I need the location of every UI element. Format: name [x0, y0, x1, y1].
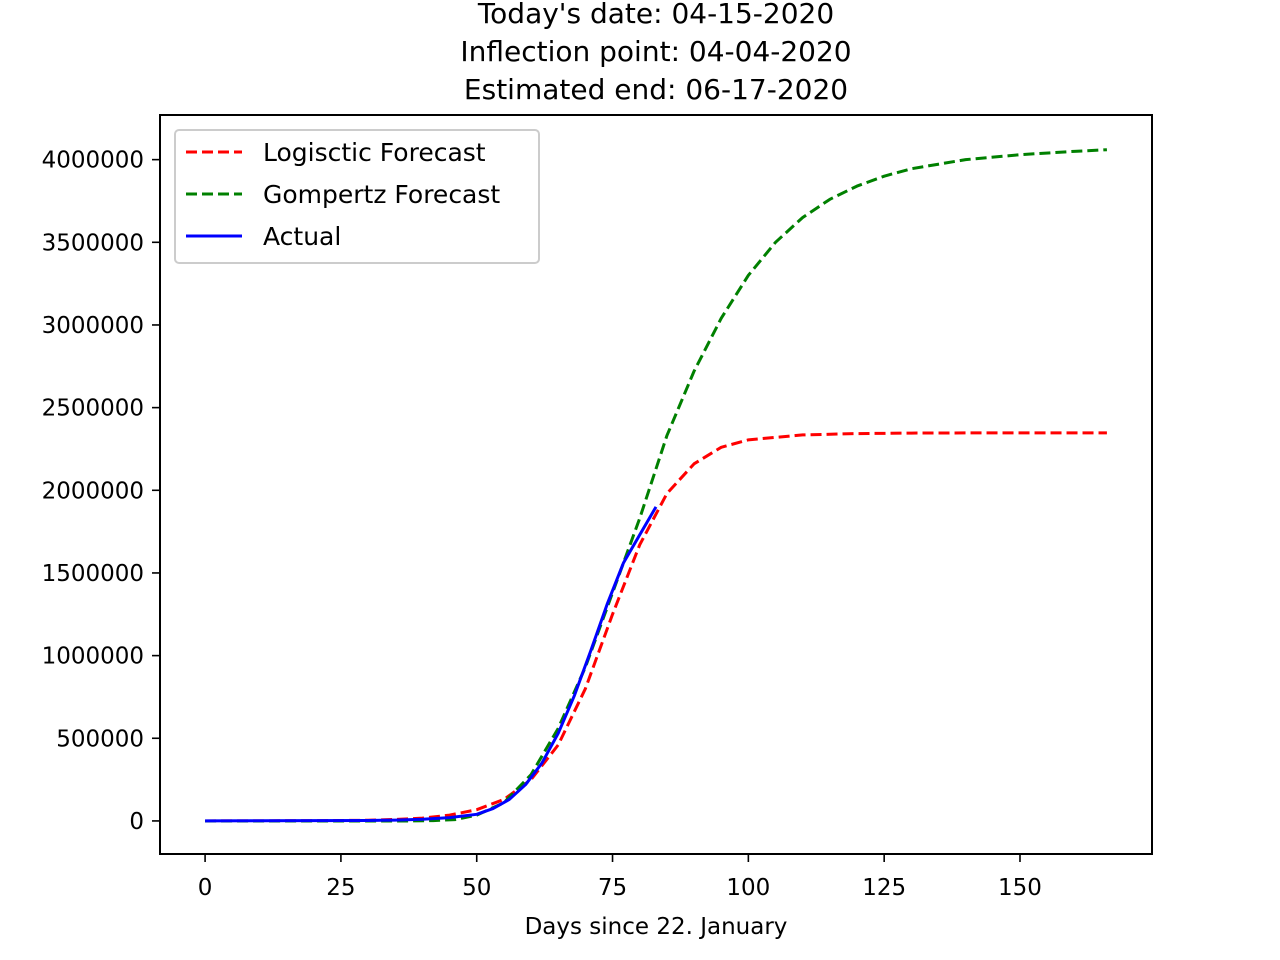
x-tick-label: 100 — [726, 875, 770, 901]
legend: Logisctic Forecast Gompertz Forecast Actua… — [174, 129, 540, 264]
y-tick-label: 2000000 — [42, 478, 144, 504]
plot-area — [205, 148, 1107, 823]
axes: 0 25 50 75 100 125 150 0 500000 1000000 1500000 200… — [42, 114, 1153, 940]
y-tick-label: 4000000 — [42, 148, 144, 174]
x-tick-label: 25 — [326, 875, 355, 901]
y-tick-label: 3000000 — [42, 313, 144, 339]
x-tick-label: 0 — [198, 875, 213, 901]
legend-box — [174, 129, 540, 264]
legend-label: Actual — [263, 222, 341, 251]
chart-title: Today's date: 04-15-2020 Inflection point… — [460, 0, 851, 106]
legend-label: Gompertz Forecast — [263, 180, 500, 209]
y-tick-label: 1000000 — [42, 644, 144, 670]
series-line-logisctic-forecast — [205, 431, 1107, 823]
series-line-gompertz-forecast — [205, 148, 1107, 823]
title-line-2: Inflection point: 04-04-2020 — [460, 35, 851, 68]
y-tick-label: 500000 — [56, 726, 144, 752]
y-tick-label: 0 — [129, 809, 144, 835]
legend-label: Logisctic Forecast — [263, 138, 486, 167]
plot-frame — [159, 114, 1153, 855]
title-line-1: Today's date: 04-15-2020 — [477, 0, 834, 30]
y-tick-label: 1500000 — [42, 561, 144, 587]
x-tick-label: 75 — [598, 875, 627, 901]
x-tick-label: 125 — [862, 875, 906, 901]
y-tick-label: 3500000 — [42, 230, 144, 256]
series-line-actual — [205, 506, 658, 823]
x-tick-label: 150 — [998, 875, 1042, 901]
x-axis-label: Days since 22. January — [525, 914, 788, 940]
x-tick-label: 50 — [462, 875, 491, 901]
y-tick-label: 2500000 — [42, 396, 144, 422]
title-line-3: Estimated end: 06-17-2020 — [464, 73, 848, 106]
